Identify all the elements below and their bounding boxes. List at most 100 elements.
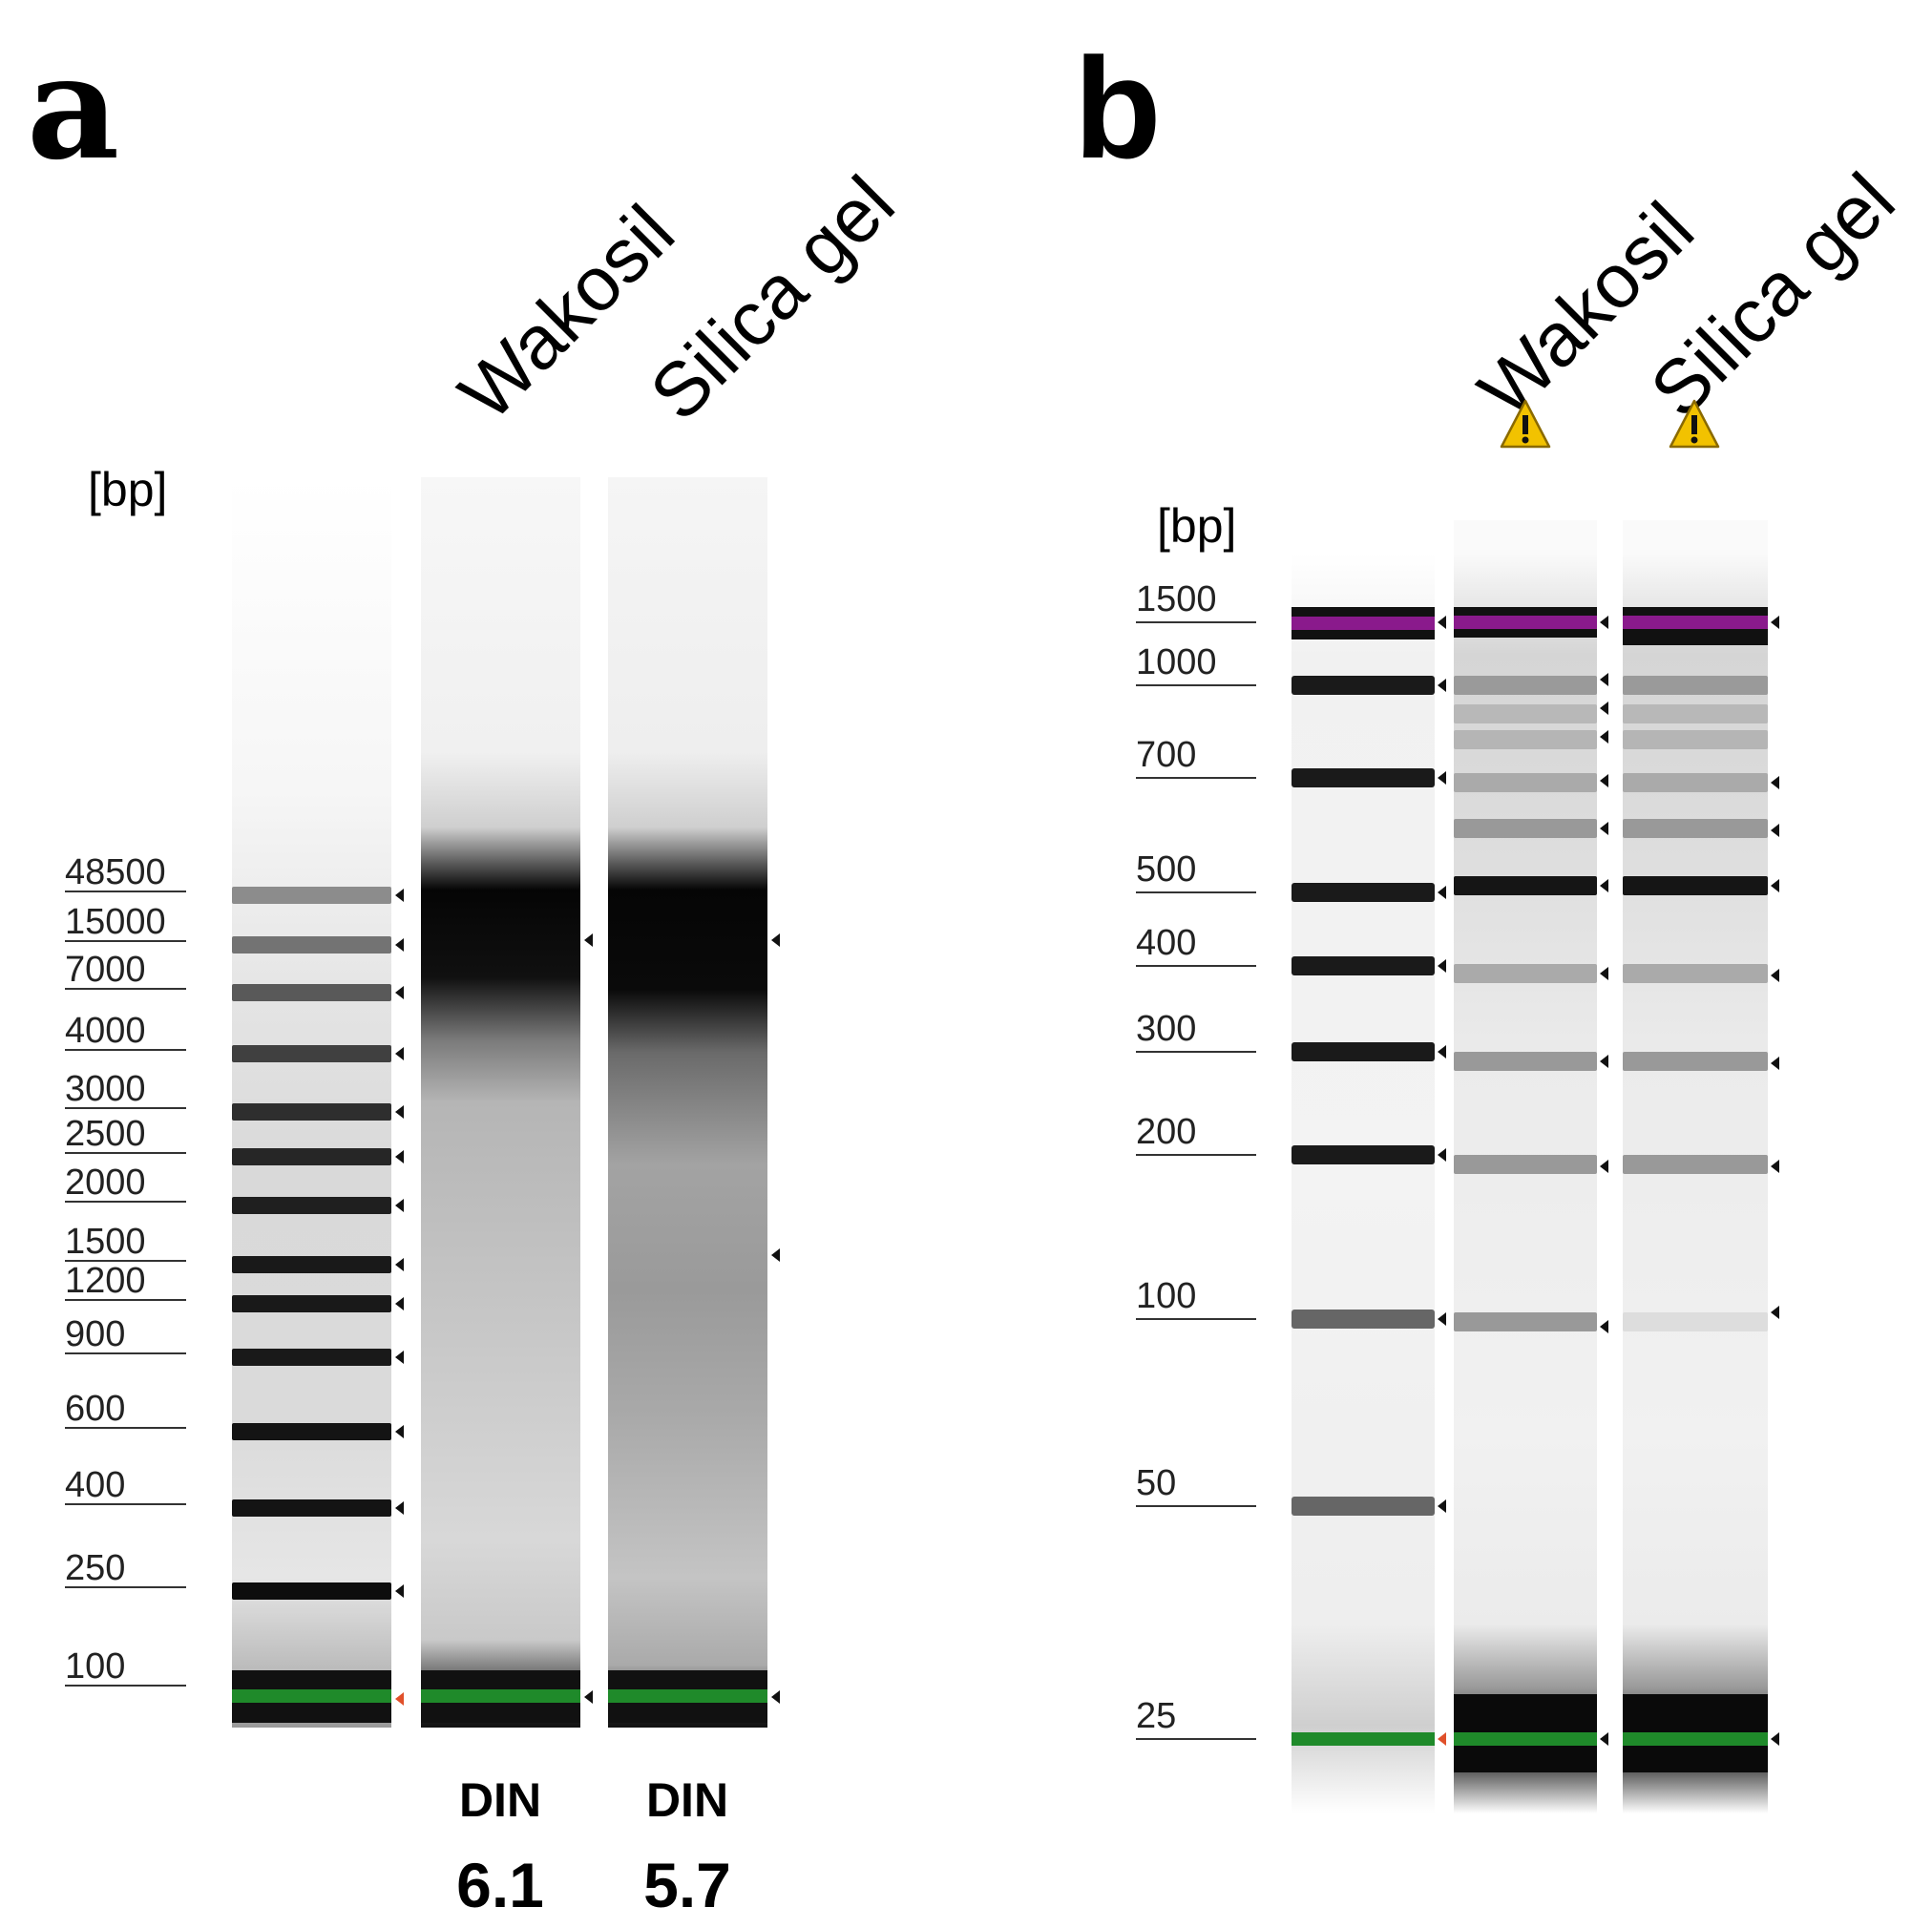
panel-b-lane-label-silica-gel: Silica gel — [1634, 157, 1910, 433]
ladder-size-label: 600 — [65, 1389, 125, 1429]
sample-band — [1623, 676, 1768, 695]
ladder-size-label: 1200 — [65, 1261, 146, 1301]
ladder-size-label: 2000 — [65, 1163, 146, 1203]
panel-a-letter: a — [27, 24, 119, 192]
ladder-size-label: 3000 — [65, 1069, 146, 1109]
ladder-band — [1292, 883, 1435, 902]
lower-marker — [1454, 1732, 1597, 1746]
sample-band — [1454, 1155, 1597, 1174]
band-arrow — [1600, 1732, 1608, 1746]
sample-band — [1623, 876, 1768, 895]
ladder-size-label: 700 — [1136, 735, 1196, 775]
panel-b-arrows — [1438, 616, 1779, 1746]
panel-b-letter: b — [1074, 28, 1162, 188]
band-arrow — [395, 1105, 404, 1119]
band-arrow — [1600, 730, 1608, 744]
ladder-size-label: 200 — [1136, 1112, 1196, 1152]
ladder-size-label: 900 — [65, 1314, 125, 1354]
sample-band — [1454, 876, 1597, 895]
warning-icon — [1500, 399, 1551, 449]
sample-band — [1623, 730, 1768, 749]
ladder-size-label: 100 — [65, 1646, 125, 1687]
band-arrow — [1600, 673, 1608, 686]
warning-icon — [1669, 399, 1720, 449]
sample-band — [1454, 1312, 1597, 1331]
panel-b-unit-label: [bp] — [1157, 499, 1236, 553]
band-arrow — [395, 1199, 404, 1212]
band-arrow — [1771, 969, 1779, 982]
ladder-band — [1292, 1497, 1435, 1516]
panel-a-unit-label: [bp] — [88, 463, 167, 516]
band-arrow — [1438, 1148, 1446, 1162]
band-arrow — [1771, 616, 1779, 629]
ladder-band — [1292, 1145, 1435, 1164]
panel-a-din-value-wakosil: 6.1 — [456, 1850, 544, 1920]
panel-a-lower-marker-silica — [608, 1689, 767, 1703]
ladder-band — [232, 1423, 391, 1440]
ladder-band — [1292, 1042, 1435, 1061]
band-arrow — [584, 933, 593, 947]
ladder-band — [232, 1197, 391, 1214]
ladder-band — [1292, 956, 1435, 975]
band-arrow — [771, 933, 780, 947]
sample-band — [1623, 1052, 1768, 1071]
band-arrow — [1600, 1320, 1608, 1333]
band-arrow — [1438, 771, 1446, 785]
band-arrow — [1771, 776, 1779, 789]
ladder-band — [1292, 768, 1435, 787]
ladder-size-label: 100 — [1136, 1276, 1196, 1316]
band-arrow — [395, 1351, 404, 1364]
panel-a-ladder-bands — [232, 887, 391, 1600]
lower-marker — [1623, 1732, 1768, 1746]
band-arrow — [1438, 1732, 1446, 1746]
band-arrow — [771, 1248, 780, 1262]
ladder-size-label: 400 — [1136, 923, 1196, 963]
ladder-size-label: 500 — [1136, 849, 1196, 890]
sample-band — [1623, 819, 1768, 838]
panel-a-din-label-silica: DIN — [646, 1773, 728, 1827]
band-arrow — [395, 1692, 404, 1706]
ladder-band — [232, 1582, 391, 1600]
band-arrow — [395, 1425, 404, 1438]
ladder-band — [232, 887, 391, 904]
panel-b-ladder-lane — [1292, 554, 1435, 1813]
sample-band — [1454, 819, 1597, 838]
ladder-size-label: 1500 — [1136, 579, 1217, 619]
sample-band — [1454, 704, 1597, 723]
ladder-size-label: 25 — [1136, 1696, 1176, 1736]
band-arrow — [1600, 702, 1608, 715]
ladder-band — [232, 984, 391, 1001]
ladder-band — [1292, 676, 1435, 695]
panel-a-wakosil-lane — [421, 477, 580, 1728]
panel-b-bands — [1292, 607, 1768, 1772]
lower-marker — [1292, 1732, 1435, 1746]
band-arrow — [1771, 1732, 1779, 1746]
sample-band — [1623, 773, 1768, 792]
band-arrow — [395, 889, 404, 902]
sample-band — [1454, 1052, 1597, 1071]
ladder-band — [1292, 1310, 1435, 1329]
band-arrow — [1600, 774, 1608, 787]
sample-band — [1623, 964, 1768, 983]
ladder-size-label: 250 — [65, 1548, 125, 1588]
ladder-size-label: 1500 — [65, 1222, 146, 1262]
sample-band — [1454, 773, 1597, 792]
ladder-band — [232, 1103, 391, 1121]
ladder-band — [232, 936, 391, 954]
ladder-band — [232, 1148, 391, 1165]
band-arrow — [1600, 967, 1608, 980]
ladder-size-label: 1000 — [1136, 642, 1217, 682]
ladder-size-label: 4000 — [65, 1011, 146, 1051]
panel-a-din-value-silica: 5.7 — [643, 1850, 731, 1920]
band-arrow — [1771, 1057, 1779, 1070]
sample-band — [1623, 1155, 1768, 1174]
band-arrow — [1438, 959, 1446, 973]
ladder-size-label: 15000 — [65, 902, 166, 942]
band-arrow — [1771, 824, 1779, 837]
ladder-size-label: 7000 — [65, 950, 146, 990]
band-arrow — [1600, 1160, 1608, 1173]
panel-a-lane-label-silica-gel: Silica gel — [634, 160, 910, 436]
band-arrow — [395, 938, 404, 952]
ladder-size-label: 300 — [1136, 1009, 1196, 1049]
ladder-size-label: 400 — [65, 1465, 125, 1505]
